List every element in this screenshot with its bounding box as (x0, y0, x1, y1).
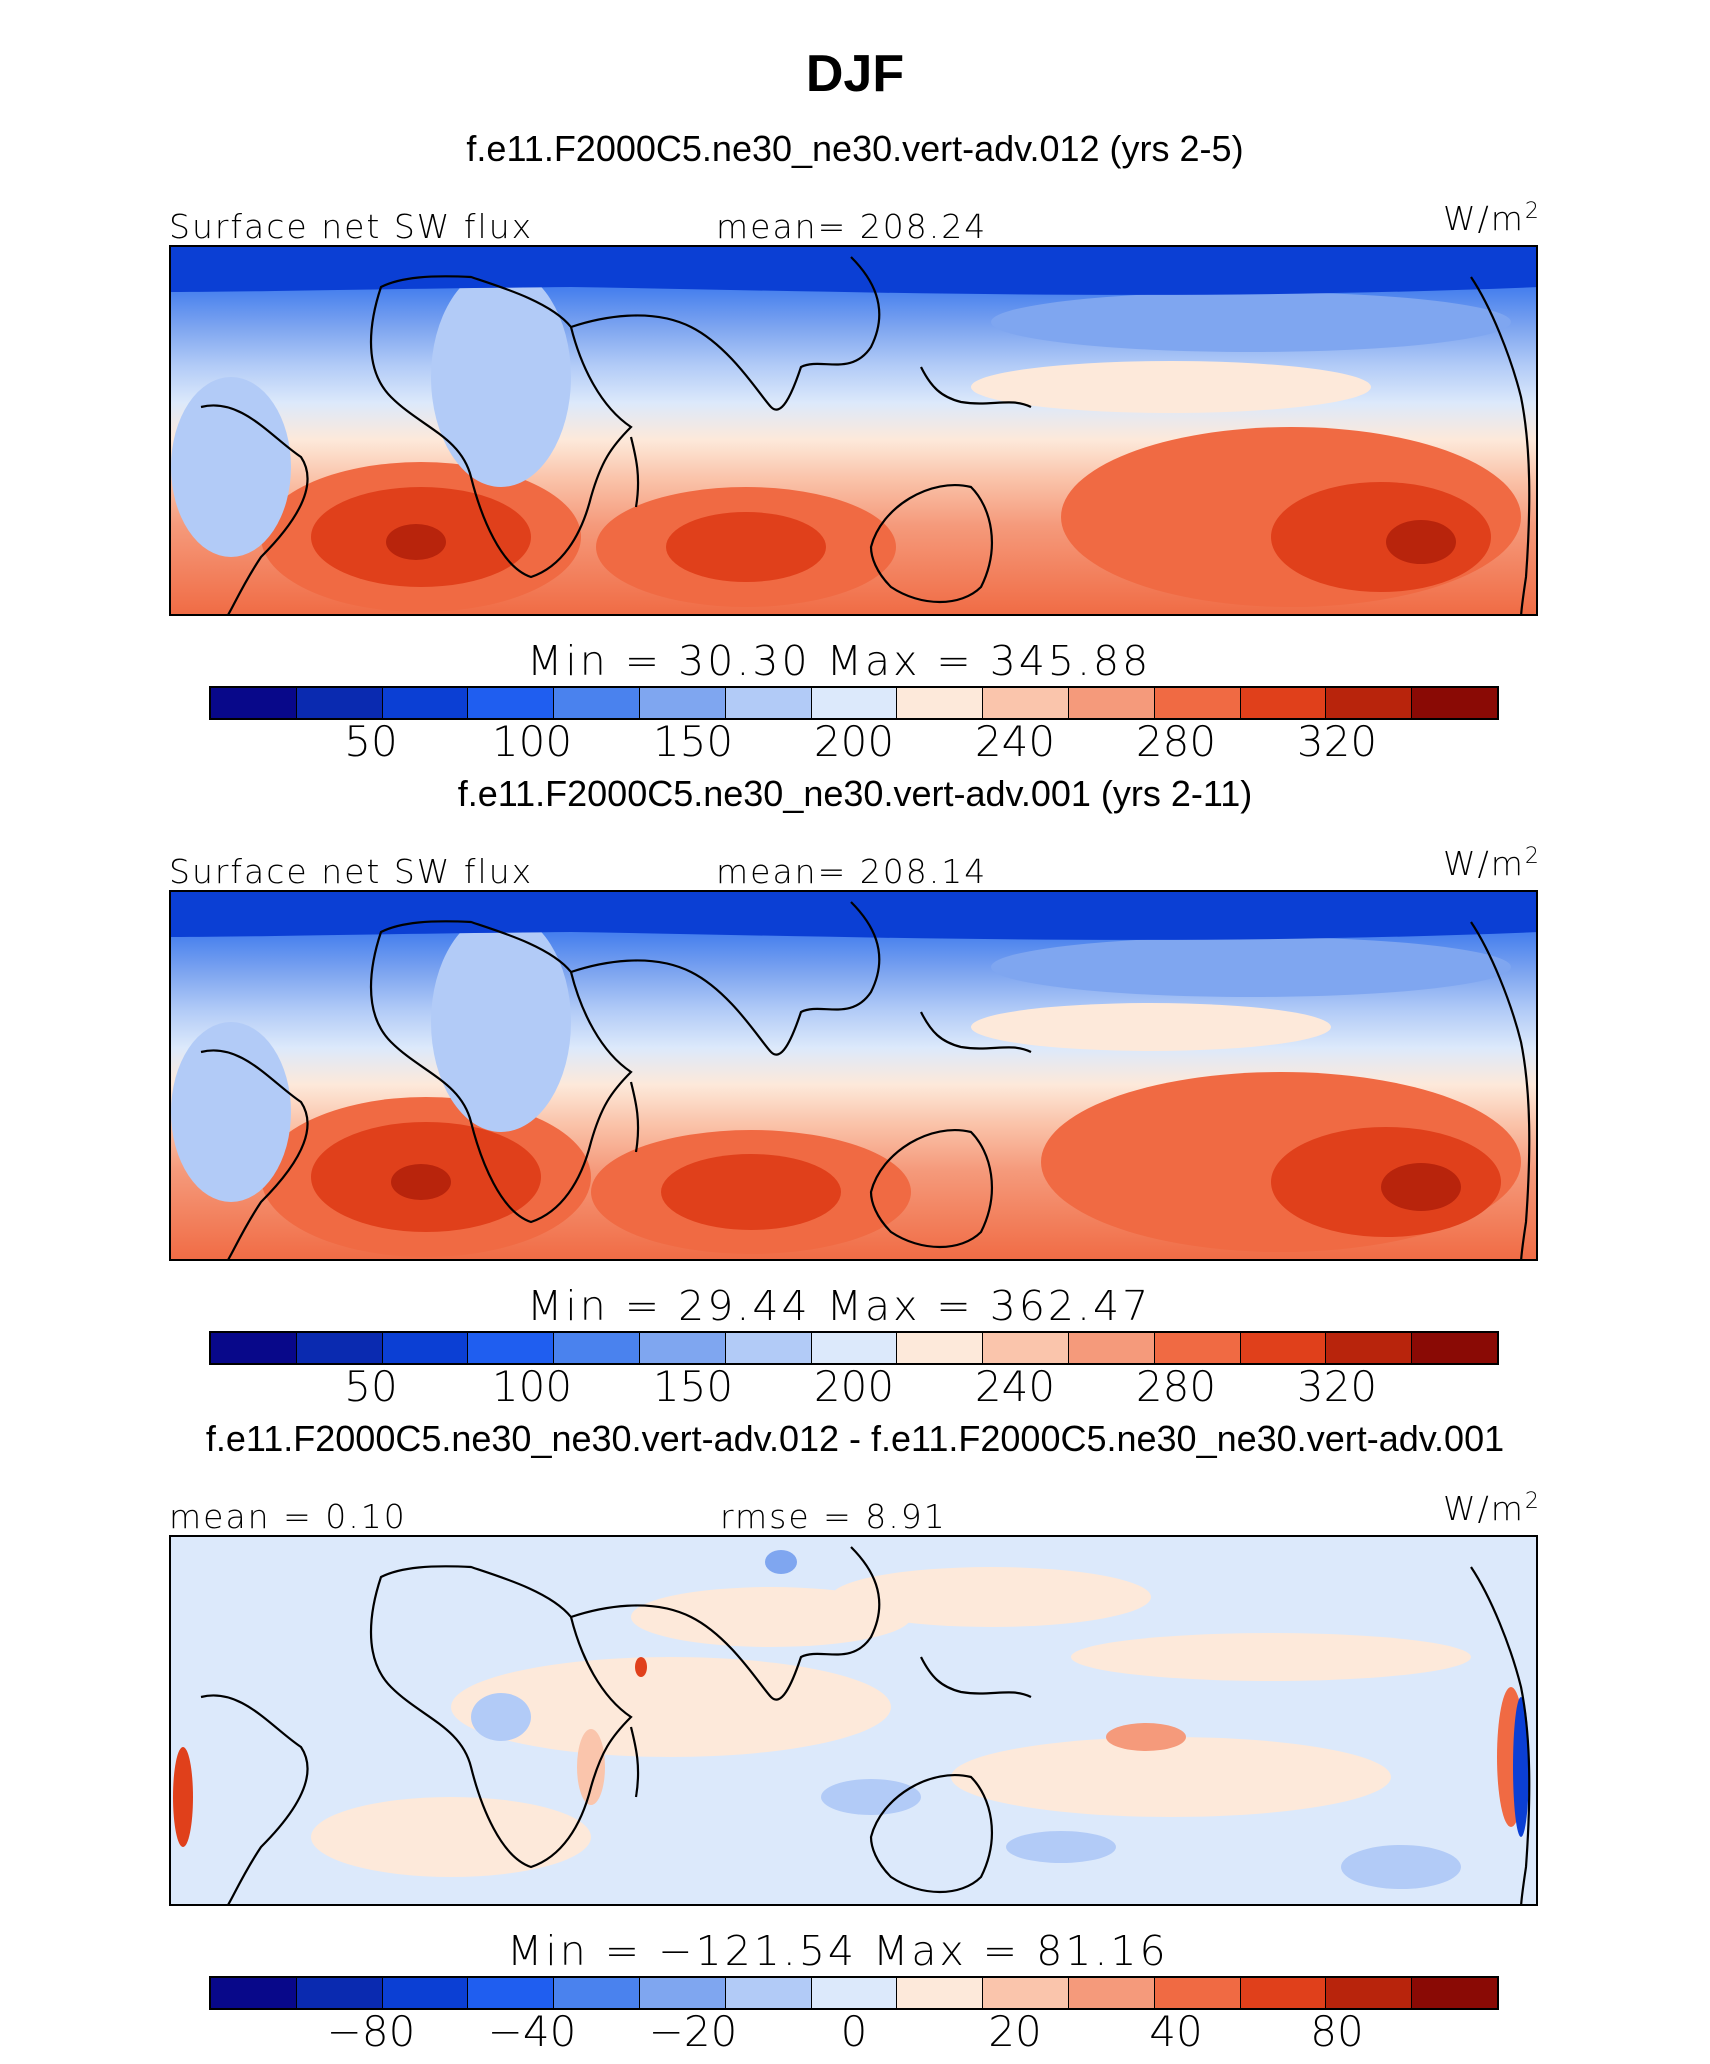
colorbar-swatch (725, 1978, 812, 2008)
panel1-colorbar-tick: 150 (652, 717, 734, 766)
colorbar-swatch (1068, 1978, 1155, 2008)
colorbar-swatch (639, 1333, 726, 1363)
colorbar-swatch (468, 1978, 555, 2008)
panel3-colorbar-tick: 40 (1149, 2007, 1203, 2056)
panel2-colorbar-tick: 200 (813, 1362, 895, 1411)
panel2-mean-label: mean= 208.14 (716, 852, 988, 891)
colorbar-swatch (554, 1333, 640, 1363)
panel3-colorbar-tick: −40 (487, 2007, 577, 2056)
colorbar-swatch (468, 1333, 555, 1363)
colorbar-swatch (1154, 1333, 1241, 1363)
panel1-colorbar-tick: 240 (974, 717, 1056, 766)
panel3-colorbar-tick: 20 (988, 2007, 1042, 2056)
panel1-map-svg (171, 247, 1536, 614)
panel2-units-label: W/m2 (1443, 844, 1541, 883)
colorbar-swatch (725, 1333, 812, 1363)
colorbar-swatch (897, 688, 984, 718)
colorbar-swatch (296, 1978, 383, 2008)
colorbar-swatch (811, 1333, 898, 1363)
colorbar-swatch (983, 1978, 1069, 2008)
panel1-colorbar-tick: 320 (1296, 717, 1378, 766)
panel3-colorbar-tick: 0 (840, 2007, 868, 2056)
panel2-colorbar-tick: 100 (491, 1362, 573, 1411)
colorbar-swatch (1068, 688, 1155, 718)
panel2-colorbar-tick: 280 (1135, 1362, 1217, 1411)
colorbar-swatch (1326, 1978, 1413, 2008)
panel2-colorbar-tick: 320 (1296, 1362, 1378, 1411)
colorbar-swatch (382, 1978, 469, 2008)
colorbar-swatch (468, 688, 555, 718)
panel2-colorbar-tick: 150 (652, 1362, 734, 1411)
panel3-map (169, 1535, 1538, 1906)
panel3-map-svg (171, 1537, 1536, 1904)
panel1-colorbar-tick: 50 (344, 717, 398, 766)
panel2-case-title: f.e11.F2000C5.ne30_ne30.vert-adv.001 (yr… (457, 773, 1253, 814)
colorbar-swatch (1240, 1978, 1327, 2008)
colorbar-swatch (725, 688, 812, 718)
colorbar-swatch (211, 688, 297, 718)
panel3-units-label: W/m2 (1443, 1489, 1541, 1528)
colorbar-swatch (639, 688, 726, 718)
colorbar-swatch (211, 1978, 297, 2008)
panel1-case-title: f.e11.F2000C5.ne30_ne30.vert-adv.012 (yr… (466, 128, 1244, 169)
colorbar-swatch (211, 1333, 297, 1363)
colorbar-swatch (983, 1333, 1069, 1363)
panel1-colorbar-tick: 100 (491, 717, 573, 766)
colorbar-swatch (811, 1978, 898, 2008)
colorbar-swatch (1154, 688, 1241, 718)
panel3-colorbar-tick: 80 (1310, 2007, 1364, 2056)
colorbar-swatch (1326, 1333, 1413, 1363)
panel3-rmse-label: rmse = 8.91 (720, 1497, 947, 1536)
panel3-min-max: Min = −121.54 Max = 81.16 (507, 1927, 1169, 1975)
colorbar-swatch (382, 688, 469, 718)
panel1-min-max: Min = 30.30 Max = 345.88 (527, 637, 1152, 685)
colorbar-swatch (897, 1333, 984, 1363)
panel3-colorbar-tick: −20 (648, 2007, 738, 2056)
colorbar-swatch (1154, 1978, 1241, 2008)
colorbar-swatch (1240, 1333, 1327, 1363)
panel3-mean-label: mean = 0.10 (169, 1497, 407, 1536)
panel2-variable-label: Surface net SW flux (169, 852, 534, 891)
colorbar-swatch (296, 688, 383, 718)
panel1-colorbar (209, 686, 1499, 720)
panel1-variable-label: Surface net SW flux (169, 207, 534, 246)
colorbar-swatch (811, 688, 898, 718)
colorbar-swatch (983, 688, 1069, 718)
panel3-colorbar-tick: −80 (326, 2007, 416, 2056)
colorbar-swatch (1068, 1333, 1155, 1363)
colorbar-swatch (1412, 688, 1497, 718)
colorbar-swatch (296, 1333, 383, 1363)
panel2-colorbar-tick: 50 (344, 1362, 398, 1411)
panel1-colorbar-tick: 280 (1135, 717, 1217, 766)
panel1-colorbar-tick: 200 (813, 717, 895, 766)
colorbar-swatch (554, 1978, 640, 2008)
colorbar-swatch (382, 1333, 469, 1363)
panel1-units-label: W/m2 (1443, 199, 1541, 238)
panel1-map (169, 245, 1538, 616)
panel3-case-title: f.e11.F2000C5.ne30_ne30.vert-adv.012 - f… (205, 1418, 1505, 1459)
colorbar-swatch (1412, 1978, 1497, 2008)
panel3-colorbar (209, 1976, 1499, 2010)
panel2-map-svg (171, 892, 1536, 1259)
colorbar-swatch (639, 1978, 726, 2008)
figure-title: DJF (805, 45, 905, 103)
panel2-map (169, 890, 1538, 1261)
colorbar-swatch (1240, 688, 1327, 718)
panel2-colorbar-tick: 240 (974, 1362, 1056, 1411)
colorbar-swatch (897, 1978, 984, 2008)
colorbar-swatch (554, 688, 640, 718)
colorbar-swatch (1326, 688, 1413, 718)
colorbar-swatch (1412, 1333, 1497, 1363)
panel1-mean-label: mean= 208.24 (716, 207, 988, 246)
panel2-min-max: Min = 29.44 Max = 362.47 (527, 1282, 1152, 1330)
panel2-colorbar (209, 1331, 1499, 1365)
